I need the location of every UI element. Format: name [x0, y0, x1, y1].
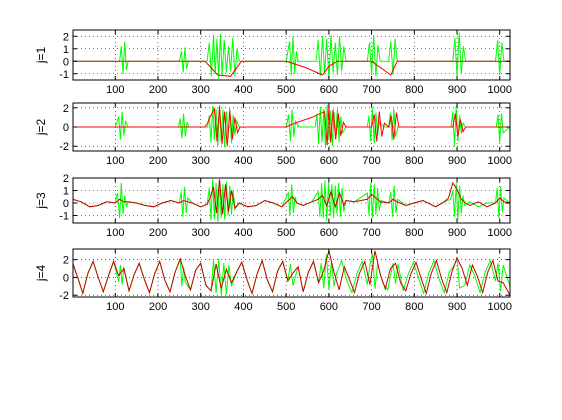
y-tick-label: -2	[59, 290, 69, 302]
x-tick-label: 300	[192, 227, 210, 239]
axes-box	[72, 177, 511, 224]
y-tick-label: 0	[63, 272, 69, 284]
x-tick-label: 800	[405, 155, 423, 167]
x-tick-label: 600	[320, 301, 338, 313]
x-tick-label: 800	[405, 301, 423, 313]
y-tick-label: -1	[59, 211, 69, 223]
x-tick-label: 700	[362, 155, 380, 167]
y-tick-label: 2	[63, 31, 69, 43]
x-tick-label: 200	[149, 84, 167, 96]
x-tick-label: 400	[234, 84, 252, 96]
x-tick-label: 500	[277, 227, 295, 239]
x-tick-label: 1000	[488, 227, 512, 239]
x-tick-label: 600	[320, 227, 338, 239]
x-tick-label: 500	[277, 84, 295, 96]
y-axis-label: j=2	[34, 119, 48, 137]
x-tick-label: 300	[192, 155, 210, 167]
y-tick-label: 2	[63, 255, 69, 267]
y-axis-label: j=3	[34, 192, 48, 210]
y-tick-label: 0	[63, 56, 69, 68]
y-tick-label: 1	[63, 44, 69, 56]
x-tick-label: 900	[448, 84, 466, 96]
x-tick-label: 900	[448, 227, 466, 239]
y-tick-label: 0	[63, 122, 69, 134]
x-tick-label: 900	[448, 155, 466, 167]
series-line-2	[73, 60, 510, 77]
axes-box	[72, 248, 511, 298]
x-tick-label: 1000	[488, 301, 512, 313]
subplot-2: 100 200 300 400 500 600 700 800 900 1000 -2 0 2 j=2	[34, 102, 512, 167]
x-tick-label: 100	[106, 301, 124, 313]
x-tick-label: 200	[149, 227, 167, 239]
x-tick-label: 700	[362, 84, 380, 96]
x-tick-label: 900	[448, 301, 466, 313]
x-tick-label: 800	[405, 84, 423, 96]
x-tick-label: 1000	[488, 155, 512, 167]
x-tick-label: 400	[234, 155, 252, 167]
x-tick-label: 700	[362, 301, 380, 313]
y-tick-label: -1	[59, 69, 69, 81]
x-tick-label: 300	[192, 301, 210, 313]
x-tick-label: 500	[277, 155, 295, 167]
y-tick-label: 1	[63, 186, 69, 198]
y-axis-label: j=4	[34, 265, 48, 283]
y-tick-label: 2	[63, 103, 69, 115]
x-tick-label: 400	[234, 227, 252, 239]
y-axis-label: j=1	[34, 47, 48, 65]
x-tick-label: 700	[362, 227, 380, 239]
x-tick-label: 100	[106, 227, 124, 239]
axes-box	[72, 29, 511, 81]
series-line-2	[73, 250, 510, 296]
x-tick-label: 600	[320, 84, 338, 96]
x-tick-label: 1000	[488, 84, 512, 96]
subplot-4: 100 200 300 400 500 600 700 800 900 1000 -2 0 2 j=4	[34, 248, 512, 313]
series-line-2	[73, 179, 510, 215]
series-line-2	[73, 105, 510, 147]
x-tick-label: 300	[192, 84, 210, 96]
x-tick-label: 200	[149, 301, 167, 313]
x-tick-label: 500	[277, 301, 295, 313]
x-tick-label: 200	[149, 155, 167, 167]
x-tick-label: 400	[234, 301, 252, 313]
y-tick-label: -2	[59, 141, 69, 153]
x-tick-label: 800	[405, 227, 423, 239]
x-tick-label: 100	[106, 155, 124, 167]
y-tick-label: 2	[63, 173, 69, 185]
y-tick-label: 0	[63, 198, 69, 210]
x-tick-label: 600	[320, 155, 338, 167]
x-tick-label: 100	[106, 84, 124, 96]
